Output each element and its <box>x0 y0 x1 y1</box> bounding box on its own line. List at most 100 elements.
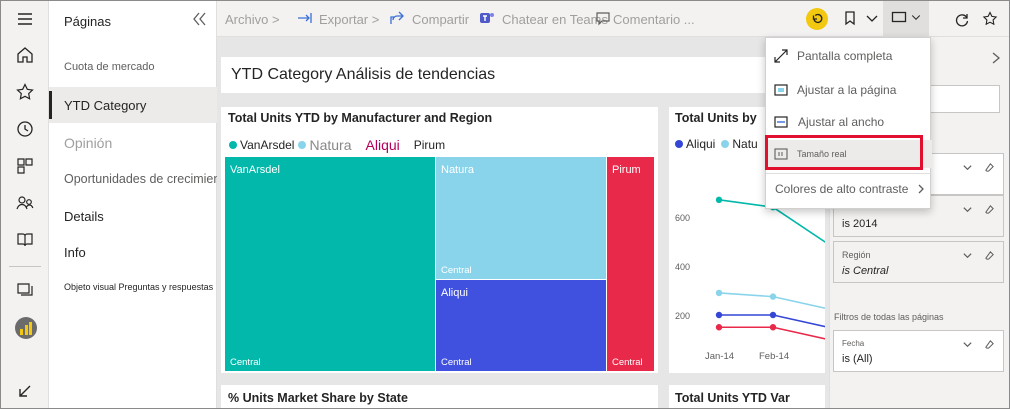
home-icon[interactable] <box>15 45 35 65</box>
chevron-right-icon[interactable] <box>990 51 1002 65</box>
legend-item-natura[interactable]: Natura <box>298 137 352 153</box>
filter-title: Fecha <box>842 339 865 348</box>
nav-rail <box>1 1 49 408</box>
menu-item-fit-width[interactable]: Ajustar al ancho <box>766 108 932 136</box>
data-point[interactable] <box>715 311 723 319</box>
reset-icon[interactable] <box>806 8 828 30</box>
page-item-label: Opinión <box>64 135 113 151</box>
legend-label: Aliqui <box>365 137 400 153</box>
eraser-icon[interactable] <box>984 160 995 172</box>
teams-icon <box>479 10 495 29</box>
chevron-down-icon <box>910 10 922 28</box>
treemap-tile-vanarsdel[interactable]: VanArsdel Central <box>225 157 435 371</box>
market-share-title: % Units Market Share by State <box>228 391 408 405</box>
export-icon <box>297 10 313 29</box>
chevron-down-icon[interactable] <box>962 202 973 213</box>
eraser-icon[interactable] <box>984 337 995 349</box>
treemap-visual[interactable]: Total Units YTD by Manufacturer and Regi… <box>221 107 658 373</box>
file-menu[interactable]: Archivo > <box>225 1 280 37</box>
filter-value: is Central <box>842 265 889 277</box>
favorites-icon[interactable] <box>15 82 35 102</box>
menu-item-label: Ajustar a la página <box>797 83 897 97</box>
shared-icon[interactable] <box>15 193 35 213</box>
pages-title: Páginas <box>64 14 111 29</box>
legend-dot <box>721 140 730 148</box>
page-item-opinion[interactable]: Opinión <box>49 125 217 161</box>
data-point[interactable] <box>769 324 777 331</box>
bookmark-icon <box>842 10 858 29</box>
tile-label: VanArsdel <box>230 164 280 176</box>
page-item-growth[interactable]: Oportunidades de crecimiento <box>49 161 217 197</box>
y-tick-label: 600 <box>675 213 690 223</box>
learn-icon[interactable] <box>15 230 35 250</box>
legend-label: Aliqui <box>686 137 716 151</box>
favorite-star-icon[interactable] <box>982 1 998 37</box>
tile-sublabel: Central <box>612 357 643 368</box>
menu-item-fullscreen[interactable]: Pantalla completa <box>766 42 932 70</box>
legend-item-vanarsdel[interactable]: VanArsdel <box>229 138 294 152</box>
eraser-icon[interactable] <box>984 202 995 214</box>
menu-item-actual-size[interactable]: Tamaño real <box>766 140 932 168</box>
comment-button[interactable]: Comentario ... <box>595 1 695 37</box>
highlight-box <box>765 135 923 170</box>
filter-value: is (All) <box>842 353 873 365</box>
export-menu[interactable]: Exportar > <box>297 1 379 37</box>
view-icon <box>891 9 907 30</box>
menu-item-label: Colores de alto contraste <box>775 182 909 196</box>
collapse-pane-icon[interactable] <box>190 10 208 28</box>
filter-title: Región <box>842 250 871 260</box>
data-point[interactable] <box>715 289 723 297</box>
menu-item-fit-page[interactable]: Ajustar a la página <box>766 76 932 104</box>
filter-card-region[interactable]: Región is Central <box>833 241 1004 283</box>
export-label: Exportar > <box>319 11 380 27</box>
all-pages-filters-label: Filtros de todas las páginas <box>834 312 944 322</box>
line-chart-title: Total Units by <box>675 111 757 125</box>
legend-item-pirum[interactable]: Pirum <box>414 138 445 152</box>
rail-divider <box>9 266 41 267</box>
filter-search-input[interactable] <box>930 85 1000 113</box>
legend-item-aliqui[interactable]: Aliqui <box>366 137 400 153</box>
recent-icon[interactable] <box>15 119 35 139</box>
page-item-market-share[interactable]: Cuota de mercado <box>49 49 217 85</box>
chevron-down-icon[interactable] <box>962 160 973 171</box>
units-var-visual[interactable]: Total Units YTD Var <box>669 385 825 408</box>
treemap-tile-aliqui[interactable]: Aliqui Central <box>436 280 606 371</box>
page-item-ytd-category[interactable]: YTD Category <box>49 87 217 123</box>
page-item-info[interactable]: Info <box>49 234 217 270</box>
eraser-icon[interactable] <box>984 248 995 260</box>
filter-card-date[interactable]: Fecha is (All) <box>833 330 1004 372</box>
filter-value: is 2014 <box>842 218 878 230</box>
tile-sublabel: Central <box>230 357 261 368</box>
treemap-tile-natura[interactable]: Natura Central <box>436 157 606 279</box>
data-point[interactable] <box>769 311 777 319</box>
page-item-label: Cuota de mercado <box>64 61 155 73</box>
legend-item-natura[interactable]: Natu <box>721 137 758 151</box>
legend-label: Natura <box>309 137 352 153</box>
data-point[interactable] <box>715 324 723 331</box>
menu-icon[interactable] <box>15 9 35 29</box>
chevron-down-icon[interactable] <box>962 337 973 348</box>
page-item-qna[interactable]: Objeto visual Preguntas y respuestas <box>49 269 217 305</box>
data-point[interactable] <box>715 196 723 204</box>
share-button[interactable]: Compartir <box>389 1 469 37</box>
market-share-visual[interactable]: % Units Market Share by State <box>221 385 658 408</box>
treemap-tile-pirum[interactable]: Pirum Central <box>607 157 654 371</box>
page-item-label: Oportunidades de crecimiento <box>64 172 217 186</box>
powerbi-icon[interactable] <box>15 317 37 339</box>
comment-icon <box>595 10 611 29</box>
teams-button[interactable]: Chatear en Teams <box>479 1 608 37</box>
chevron-down-icon[interactable] <box>962 248 973 259</box>
fullscreen-icon <box>774 49 788 63</box>
legend-item-aliqui[interactable]: Aliqui <box>675 137 715 151</box>
view-button[interactable] <box>883 1 929 37</box>
workspaces-icon[interactable] <box>15 279 35 299</box>
page-item-details[interactable]: Details <box>49 198 217 234</box>
expand-icon[interactable] <box>15 381 35 401</box>
data-point[interactable] <box>769 293 777 300</box>
report-toolbar: Archivo > Exportar > Compartir Chatear e… <box>217 1 1009 37</box>
refresh-icon[interactable] <box>954 1 970 37</box>
apps-icon[interactable] <box>15 156 35 176</box>
menu-item-high-contrast[interactable]: Colores de alto contraste <box>766 175 932 203</box>
bookmark-button[interactable] <box>842 1 880 37</box>
comment-label: Comentario ... <box>613 11 695 27</box>
